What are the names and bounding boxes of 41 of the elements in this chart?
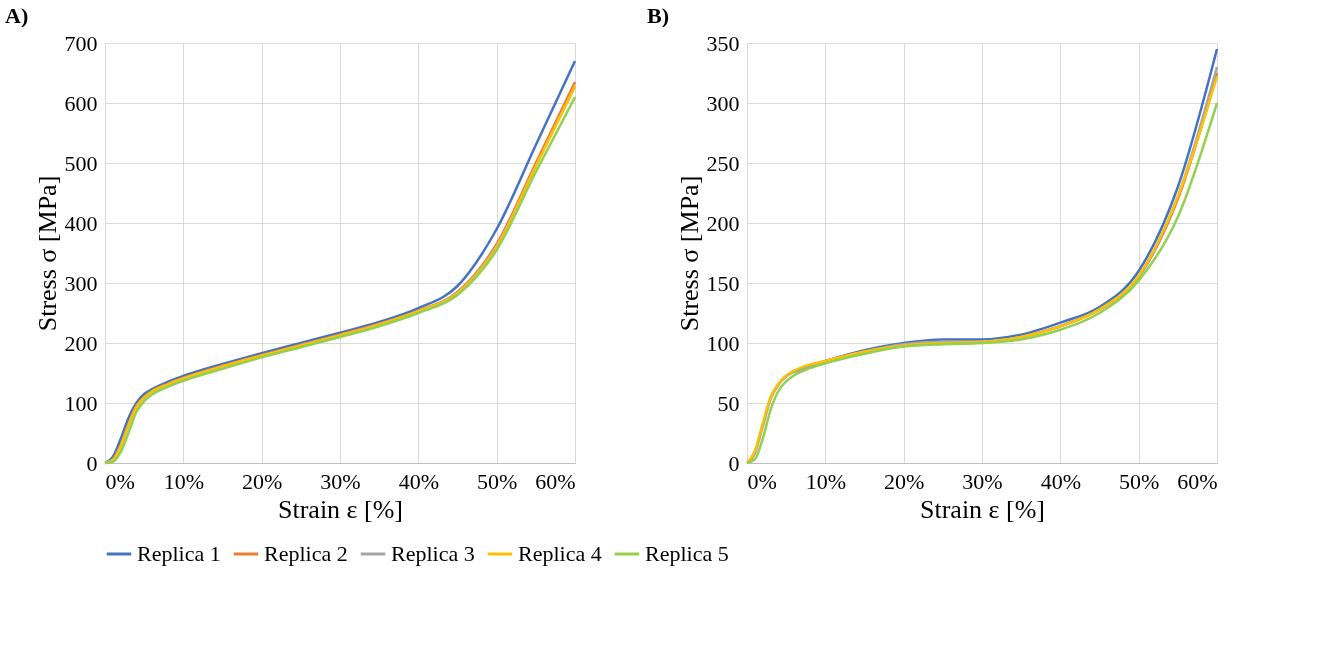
x-tick-label: 60%	[1177, 468, 1218, 494]
x-tick-label: 50%	[477, 468, 518, 494]
y-tick-label: 700	[64, 30, 98, 56]
x-tick-label: 30%	[320, 468, 361, 494]
y-tick-label: 200	[706, 210, 740, 236]
x-tick-label: 10%	[805, 468, 846, 494]
legend-label: Replica 1	[137, 541, 221, 566]
y-axis-title: Stress σ [MPa]	[32, 175, 62, 332]
x-tick-label: 10%	[163, 468, 204, 494]
y-tick-label: 600	[64, 90, 98, 116]
y-tick-label: 500	[64, 150, 98, 176]
chart-title: A)	[5, 3, 29, 28]
y-tick-label: 200	[64, 330, 98, 356]
x-tick-label: 60%	[535, 468, 576, 494]
y-tick-label: 50	[717, 390, 740, 416]
y-tick-label: 150	[706, 270, 740, 296]
legend-label: Replica 3	[391, 541, 475, 566]
y-tick-label: 100	[706, 330, 740, 356]
y-tick-label: 300	[706, 90, 740, 116]
x-tick-label: 0%	[105, 468, 135, 494]
y-tick-label: 0	[728, 450, 740, 476]
x-tick-label: 40%	[398, 468, 439, 494]
x-axis-title: Strain ε [%]	[278, 494, 403, 524]
y-tick-label: 250	[706, 150, 740, 176]
y-tick-label: 350	[706, 30, 740, 56]
y-axis-title: Stress σ [MPa]	[674, 175, 704, 332]
x-axis-title: Strain ε [%]	[920, 494, 1045, 524]
legend-label: Replica 4	[518, 541, 602, 566]
legend-label: Replica 5	[645, 541, 729, 566]
y-tick-label: 300	[64, 270, 98, 296]
y-tick-label: 400	[64, 210, 98, 236]
chart-title: B)	[647, 3, 669, 28]
x-tick-label: 0%	[747, 468, 777, 494]
x-tick-label: 50%	[1119, 468, 1160, 494]
legend-label: Replica 2	[264, 541, 348, 566]
x-tick-label: 20%	[884, 468, 925, 494]
x-tick-label: 20%	[242, 468, 283, 494]
x-tick-label: 30%	[962, 468, 1003, 494]
y-tick-label: 0	[86, 450, 98, 476]
x-tick-label: 40%	[1040, 468, 1081, 494]
y-tick-label: 100	[64, 390, 98, 416]
